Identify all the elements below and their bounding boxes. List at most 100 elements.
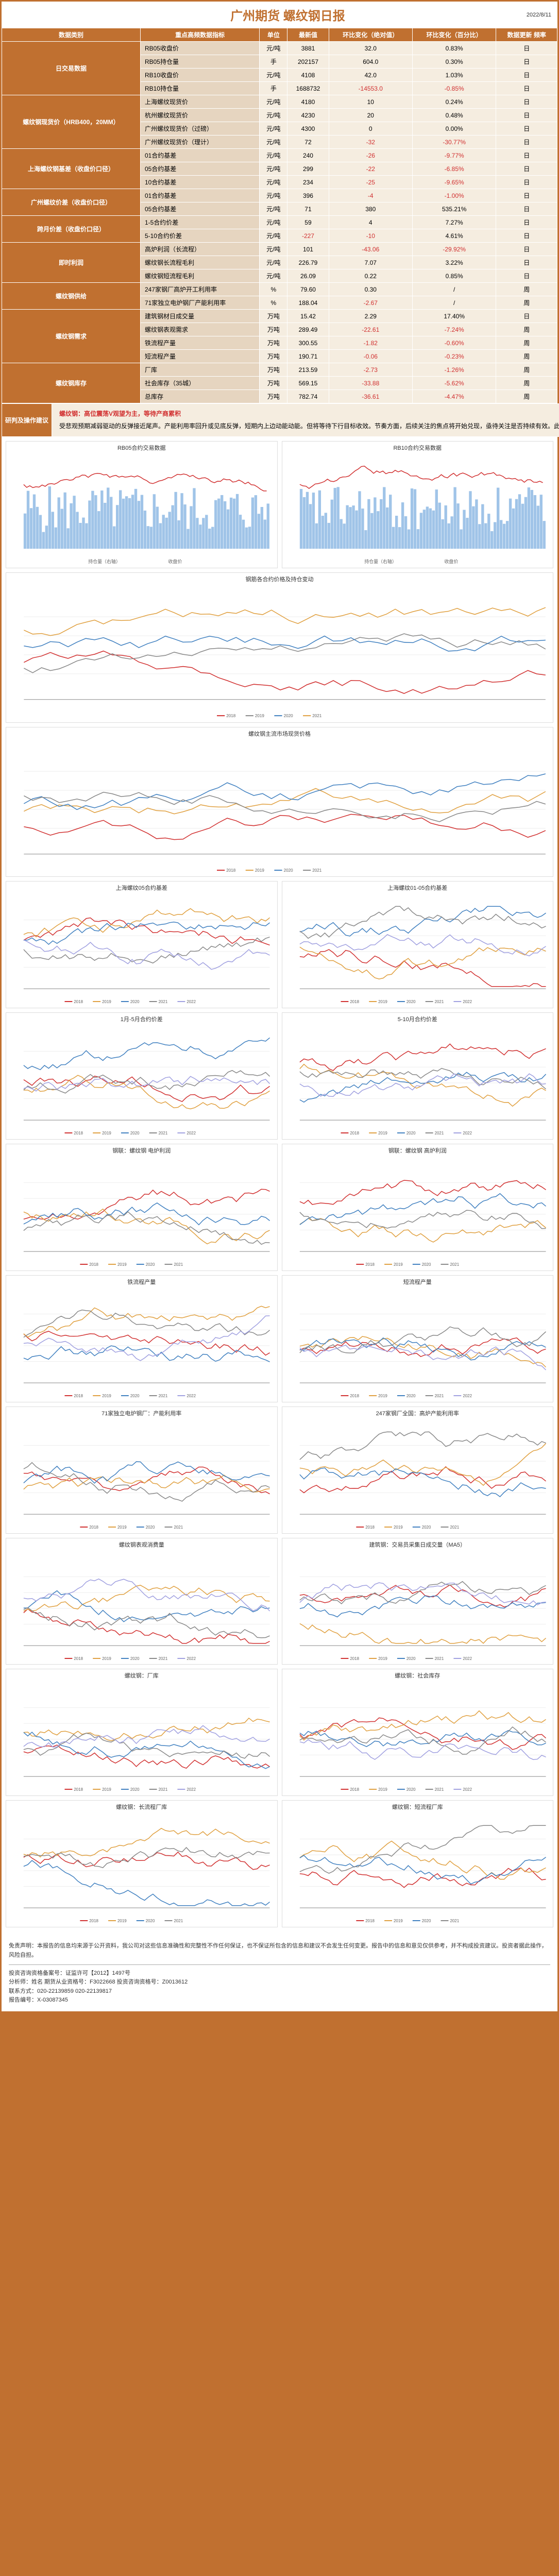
cell: 元/吨 <box>260 269 287 283</box>
cell: -9.77% <box>412 149 496 162</box>
svg-text:2022: 2022 <box>187 1656 196 1660</box>
chart: 上海螺纹05合约基差20182019202020212022 <box>6 881 278 1008</box>
chart: 71家独立电炉钢厂：产能利用率2018201920202021 <box>6 1406 278 1534</box>
chart-title: 71家独立电炉钢厂：产能利用率 <box>8 1409 275 1417</box>
cell: 190.71 <box>287 350 329 363</box>
col-header: 数据更新 频率 <box>496 28 557 42</box>
svg-text:2020: 2020 <box>406 1131 415 1136</box>
cell: 万吨 <box>260 323 287 336</box>
col-header: 环比变化（百分比） <box>412 28 496 42</box>
svg-text:2018: 2018 <box>350 1787 359 1792</box>
cell: 0.24% <box>412 95 496 109</box>
chart-title: 建筑钢：交易员采集日成交量（MA5） <box>284 1540 551 1549</box>
cell: 289.49 <box>287 323 329 336</box>
cell: 188.04 <box>287 296 329 310</box>
svg-text:2021: 2021 <box>312 714 322 719</box>
svg-text:2021: 2021 <box>174 1919 183 1923</box>
cell: -33.88 <box>329 377 412 390</box>
cell: 0.22 <box>329 269 412 283</box>
cell: 总库存 <box>140 390 259 403</box>
cell: 05合约基差 <box>140 162 259 176</box>
cell: 手 <box>260 82 287 95</box>
svg-text:2018: 2018 <box>89 1919 98 1923</box>
cell: 782.74 <box>287 390 329 403</box>
cell: 59 <box>287 216 329 229</box>
cell: -26 <box>329 149 412 162</box>
cell: 元/吨 <box>260 109 287 122</box>
cell: 日 <box>496 229 557 243</box>
cell: 7.27% <box>412 216 496 229</box>
chart: 铁流程产量20182019202020212022 <box>6 1275 278 1402</box>
cell: RB10收盘价 <box>140 69 259 82</box>
svg-text:2021: 2021 <box>450 1525 459 1530</box>
svg-text:2021: 2021 <box>174 1262 183 1267</box>
cell: 01合约基差 <box>140 149 259 162</box>
data-table: 数据类别重点高频数据指标单位最新值环比变化（绝对值）环比变化（百分比）数据更新 … <box>2 28 557 403</box>
svg-text:2019: 2019 <box>255 714 265 719</box>
cell: 周 <box>496 283 557 296</box>
cell: 元/吨 <box>260 176 287 189</box>
cell: 0.83% <box>412 42 496 55</box>
svg-text:2020: 2020 <box>284 714 294 719</box>
cell: -29.92% <box>412 243 496 256</box>
section-label: 即时利润 <box>2 243 141 283</box>
cell: / <box>412 296 496 310</box>
cell: 周 <box>496 336 557 350</box>
svg-text:2022: 2022 <box>463 1394 472 1398</box>
cell: 72 <box>287 135 329 149</box>
svg-text:2022: 2022 <box>187 999 196 1004</box>
cell: 0.30 <box>329 283 412 296</box>
cell: 247家钢厂高炉开工利用率 <box>140 283 259 296</box>
cell: 10 <box>329 95 412 109</box>
cell: 短流程产量 <box>140 350 259 363</box>
cell: 周 <box>496 296 557 310</box>
cell: 建筑钢材日成交量 <box>140 310 259 323</box>
cell: 20 <box>329 109 412 122</box>
chart: 上海螺纹01-05合约基差20182019202020212022 <box>282 881 554 1008</box>
cell: 300.55 <box>287 336 329 350</box>
chart: 钢筋各合约价格及持仓变动2018201920202021 <box>6 572 553 722</box>
cell: 螺纹钢长流程毛利 <box>140 256 259 269</box>
chart: 螺纹钢表观消费量20182019202020212022 <box>6 1538 278 1665</box>
cell: 2.29 <box>329 310 412 323</box>
cell: 396 <box>287 189 329 202</box>
cell: 元/吨 <box>260 95 287 109</box>
cell: 71 <box>287 202 329 216</box>
svg-text:2020: 2020 <box>130 1787 140 1792</box>
cell: 日 <box>496 55 557 69</box>
cell: 上海螺纹现货价 <box>140 95 259 109</box>
cell: 日 <box>496 162 557 176</box>
chart-title: 螺纹钢表观消费量 <box>8 1540 275 1549</box>
disclaimer: 免责声明：本报告的信息均来源于公开资料，我公司对这些信息准确性和完整性不作任何保… <box>9 1942 550 1960</box>
cell: 日 <box>496 243 557 256</box>
cell: 周 <box>496 350 557 363</box>
svg-text:2021: 2021 <box>159 1394 168 1398</box>
cred-line: 报告编号：X-03087345 <box>9 1996 550 2005</box>
svg-text:2018: 2018 <box>89 1525 98 1530</box>
chart-title: 螺纹钢主流市场现货价格 <box>8 730 551 738</box>
cell: 1.03% <box>412 69 496 82</box>
chart: 螺纹钢主流市场现货价格2018201920202021 <box>6 727 553 877</box>
cell: 71家独立电炉钢厂产能利用率 <box>140 296 259 310</box>
svg-text:2020: 2020 <box>130 1131 140 1136</box>
svg-text:2020: 2020 <box>146 1262 155 1267</box>
section-label: 日交易数据 <box>2 42 141 95</box>
svg-text:2018: 2018 <box>350 1656 359 1660</box>
cell: 240 <box>287 149 329 162</box>
chart-title: 钢筋各合约价格及持仓变动 <box>8 575 551 583</box>
svg-text:2019: 2019 <box>117 1262 127 1267</box>
cell: -0.23% <box>412 350 496 363</box>
svg-text:2018: 2018 <box>226 868 236 873</box>
cell: 杭州螺纹现货价 <box>140 109 259 122</box>
chart-title: 钢联：螺纹钢 电炉利润 <box>8 1146 275 1155</box>
cell: 万吨 <box>260 390 287 403</box>
cell: 3.22% <box>412 256 496 269</box>
cell: 4.61% <box>412 229 496 243</box>
cell: 17.40% <box>412 310 496 323</box>
cell: -22.61 <box>329 323 412 336</box>
cell: -4 <box>329 189 412 202</box>
cell: 569.15 <box>287 377 329 390</box>
cell: 4300 <box>287 122 329 135</box>
svg-text:2021: 2021 <box>434 1394 444 1398</box>
cell: 日 <box>496 109 557 122</box>
